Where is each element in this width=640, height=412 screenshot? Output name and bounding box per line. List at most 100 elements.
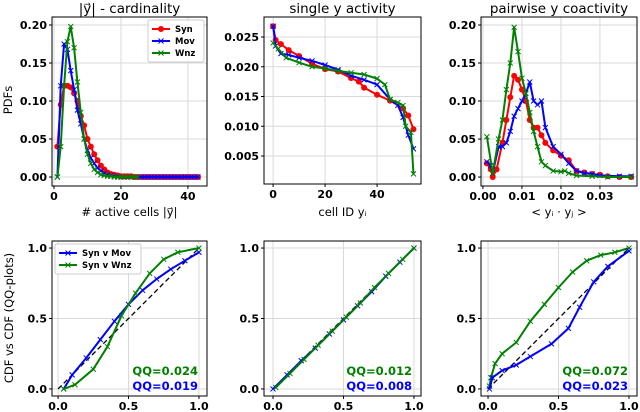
- x-axis-label: cell ID yᵢ: [318, 205, 366, 219]
- legend-entry-wnz: Wnz: [175, 49, 195, 59]
- marker-x: [322, 65, 328, 72]
- marker-circle: [158, 26, 164, 32]
- marker-x: [573, 172, 580, 179]
- marker-circle: [405, 112, 412, 119]
- marker-x: [408, 129, 414, 136]
- marker-circle: [285, 47, 292, 54]
- series-line-wnz: [272, 42, 415, 174]
- ylabel-top: PDFs: [1, 86, 15, 114]
- series-line-syn: [272, 26, 415, 130]
- marker-x: [146, 270, 153, 277]
- plot-area: [270, 245, 417, 392]
- marker-x: [626, 248, 632, 254]
- y-tick-label: 0.0: [240, 383, 260, 396]
- marker-x: [67, 23, 74, 30]
- marker-x: [538, 98, 545, 104]
- marker-x: [74, 79, 81, 85]
- y-tick-label: 0.10: [20, 95, 47, 108]
- marker-x: [590, 279, 597, 285]
- marker-x: [270, 386, 276, 392]
- marker-x: [139, 287, 146, 294]
- marker-x: [296, 59, 302, 66]
- marker-x: [374, 81, 380, 88]
- marker-x: [411, 245, 417, 251]
- marker-x: [357, 300, 364, 306]
- legend: Syn Mov Wnz: [147, 19, 205, 63]
- series-wnz: [270, 40, 417, 177]
- marker-x: [298, 357, 305, 364]
- marker-x: [399, 256, 406, 263]
- series-mov: [486, 248, 632, 392]
- x-tick-label: 1.0: [189, 400, 209, 412]
- axes-frame: [51, 16, 208, 187]
- marker-x: [61, 82, 67, 89]
- series-wnz: [272, 245, 417, 391]
- marker-x: [612, 249, 618, 256]
- marker-x: [489, 374, 496, 381]
- marker-x: [483, 133, 490, 140]
- series-wnz: [54, 23, 141, 180]
- marker-x: [275, 46, 282, 52]
- marker-x: [489, 170, 496, 177]
- y-tick-label: 0.00: [449, 171, 476, 184]
- marker-x: [90, 366, 97, 373]
- marker-x: [158, 38, 164, 44]
- marker-x: [569, 269, 576, 275]
- marker-x: [499, 117, 506, 123]
- marker-x: [309, 57, 315, 64]
- legend-entry-syn: Syn: [175, 25, 193, 35]
- marker-x: [550, 168, 557, 174]
- marker-x: [348, 69, 354, 76]
- marker-circle: [374, 91, 381, 98]
- marker-x: [604, 263, 611, 270]
- marker-x: [69, 372, 76, 378]
- marker-x: [65, 262, 71, 268]
- marker-x: [522, 90, 529, 97]
- x-tick-label: 1.0: [404, 400, 424, 412]
- y-tick-label: 1.0: [240, 242, 260, 255]
- subplot-1: 0 20 40 0.00 0.05 0.10 0.15 0.20 |y⃗| - cardinal…: [20, 1, 208, 219]
- x-tick-label: 0.02: [547, 190, 574, 203]
- marker-x: [507, 60, 514, 66]
- marker-x: [67, 67, 74, 74]
- marker-x: [361, 76, 367, 83]
- y-tick-label: 0.5: [28, 313, 48, 326]
- y-tick-label: 0.0: [457, 383, 477, 396]
- x-tick-label: 0.0: [263, 400, 283, 412]
- axes-frame: [51, 240, 208, 397]
- marker-x: [270, 40, 276, 46]
- x-axis-label: < yᵢ · yⱼ >: [531, 205, 586, 219]
- marker-x: [583, 257, 590, 264]
- x-tick-label: 0.5: [119, 400, 139, 412]
- y-tick-label: 0.05: [20, 133, 47, 146]
- marker-x: [97, 336, 104, 343]
- marker-circle: [515, 76, 522, 83]
- x-tick-label: 0.5: [334, 400, 354, 412]
- marker-x: [503, 139, 510, 146]
- marker-x: [98, 171, 104, 178]
- marker-x: [361, 71, 367, 78]
- x-axis-label: # active cells |y⃗|: [82, 205, 178, 219]
- x-tick-label: 0.0: [48, 400, 68, 412]
- marker-x: [158, 50, 164, 56]
- marker-x: [283, 54, 289, 61]
- marker-x: [519, 98, 525, 104]
- marker-x: [160, 256, 167, 263]
- x-tick-label: 0.00: [469, 190, 496, 203]
- subplot-title: pairwise y coactivity: [490, 1, 628, 17]
- subplot-3: 0.00 0.01 0.02 0.03 0.00 0.05 0.10 0.15 0.20 pair…: [449, 1, 638, 219]
- y-tick-label: 0.015: [224, 91, 259, 104]
- plot-area: [270, 23, 417, 177]
- series-mov: [270, 23, 417, 152]
- marker-x: [495, 136, 502, 142]
- series-line-syn: [486, 74, 632, 178]
- plot-area: [483, 24, 635, 181]
- plot-area: [54, 23, 201, 181]
- qq-score-mov: QQ=0.023: [562, 379, 628, 393]
- y-tick-label: 1.0: [28, 242, 48, 255]
- legend-box: [54, 243, 142, 275]
- y-tick-label: 1.0: [457, 242, 477, 255]
- marker-x: [507, 128, 514, 135]
- x-tick-label: 20: [113, 190, 129, 203]
- marker-circle: [538, 132, 545, 139]
